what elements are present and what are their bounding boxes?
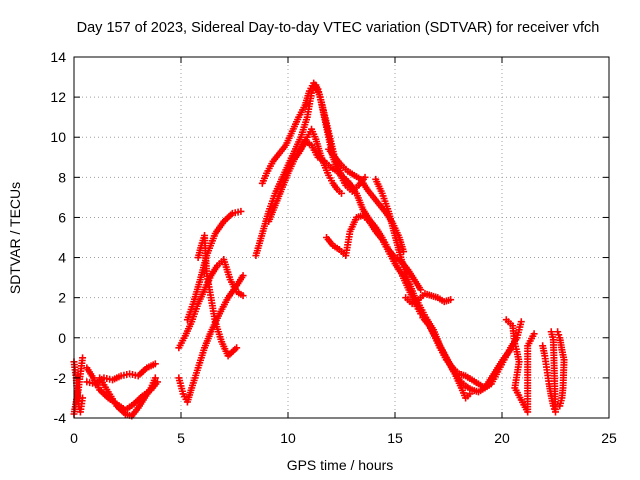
y-tick-label: 14 [50, 49, 66, 65]
data-point [79, 394, 87, 402]
data-markers [70, 79, 568, 420]
x-tick-label: 15 [387, 430, 403, 446]
chart-title: Day 157 of 2023, Sidereal Day-to-day VTE… [77, 20, 600, 36]
x-tick-label: 20 [494, 430, 510, 446]
y-tick-label: -4 [54, 410, 67, 426]
x-axis-label: GPS time / hours [287, 457, 394, 473]
data-point [556, 402, 564, 410]
y-tick-label: -2 [54, 370, 67, 386]
data-point [239, 292, 247, 300]
x-tick-label: 0 [70, 430, 78, 446]
y-tick-label: 0 [58, 330, 66, 346]
y-tick-label: 6 [58, 209, 66, 225]
y-tick-label: 10 [50, 129, 66, 145]
data-point [400, 248, 408, 256]
data-point [338, 189, 345, 197]
data-point [79, 354, 87, 362]
data-point [233, 344, 241, 352]
data-point [239, 272, 247, 280]
data-point [151, 374, 159, 382]
data-point [547, 328, 555, 336]
data-point [361, 173, 369, 181]
data-point [151, 360, 159, 368]
y-tick-label: 8 [58, 169, 66, 185]
x-tick-label: 25 [601, 430, 617, 446]
plot-frame [73, 56, 610, 419]
y-axis-label: SDTVAR / TECUs [7, 182, 23, 294]
data-point [466, 390, 474, 398]
data-point [417, 286, 425, 294]
axis-ticks: 0 5 10 15 20 25 -4 -2 0 2 4 6 8 10 12 14 [50, 49, 617, 446]
y-tick-label: 4 [58, 250, 66, 266]
y-tick-label: 2 [58, 290, 66, 306]
x-tick-label: 10 [280, 430, 296, 446]
data-point [237, 207, 245, 215]
data-point [530, 330, 538, 338]
x-tick-label: 5 [177, 430, 185, 446]
data-point [153, 378, 161, 386]
data-point [517, 318, 525, 326]
y-tick-label: 12 [50, 89, 66, 105]
data-point [447, 296, 455, 304]
